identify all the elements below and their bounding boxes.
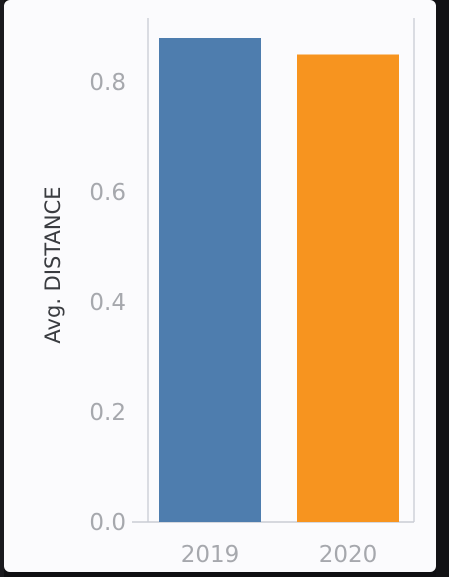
y-tick-label: 0.8 (89, 70, 126, 96)
y-ticks-group: 0.0 0.2 0.4 0.6 0.8 (89, 70, 126, 536)
y-axis-title: Avg. DISTANCE (41, 186, 65, 343)
y-tick-label: 0.2 (89, 400, 126, 426)
x-tick-label: 2020 (319, 542, 378, 568)
y-tick-label: 0.6 (89, 180, 126, 206)
bar-2020[interactable] (297, 54, 399, 523)
y-tick-label: 0.0 (89, 510, 126, 536)
x-ticks-group: 2019 2020 (181, 542, 378, 568)
left-edge-decoration (0, 0, 4, 577)
x-tick-label: 2019 (181, 542, 240, 568)
right-edge-decoration (436, 0, 449, 577)
y-tick-label: 0.4 (89, 290, 126, 316)
bars-group (159, 38, 399, 522)
bar-2019[interactable] (159, 38, 261, 522)
